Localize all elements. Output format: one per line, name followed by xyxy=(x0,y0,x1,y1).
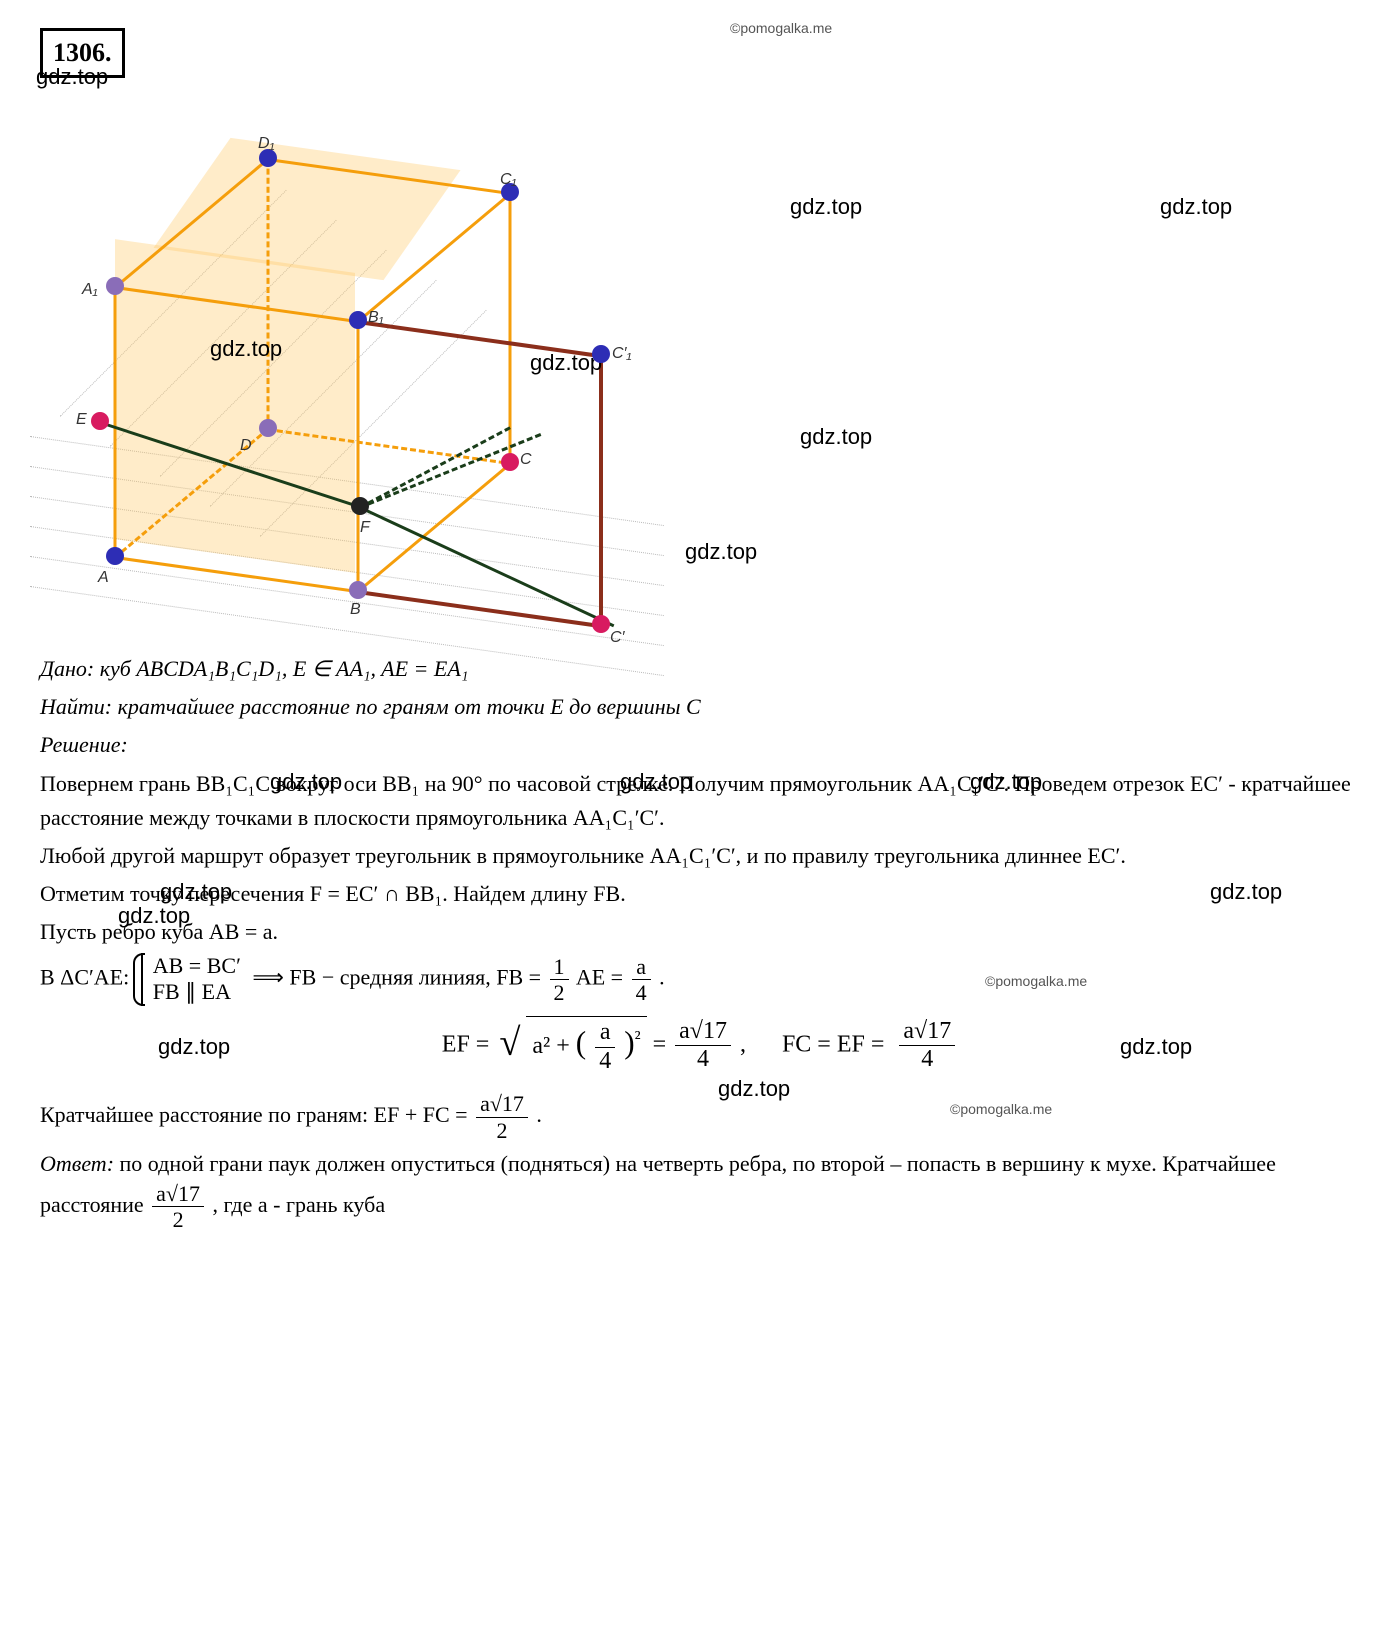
frac-den: 2 xyxy=(152,1207,204,1232)
frac-num: a√17 xyxy=(476,1091,528,1117)
exponent: ² xyxy=(635,1027,641,1049)
brace-system: AB = BC′ FB ∥ EA xyxy=(141,953,241,1006)
label-F: F xyxy=(360,516,370,541)
frac-a4: a 4 xyxy=(632,954,651,1006)
watermark-gdz: gdz.top xyxy=(1160,190,1232,224)
watermark-gdz: gdz.top xyxy=(210,332,282,366)
frac-den: 2 xyxy=(550,980,569,1005)
label-Cp: C′ xyxy=(610,626,625,651)
frac-den: 4 xyxy=(675,1046,731,1074)
answer-line: Ответ: по одной грани паук должен опусти… xyxy=(40,1147,1360,1233)
solution-p1: Повернем грань BB₁C₁C вокруг оси BB₁ на … xyxy=(40,767,1360,835)
label-B1: B₁ xyxy=(368,306,384,331)
watermark-pomogalka: ©pomogalka.me xyxy=(950,1099,1052,1121)
period: . xyxy=(536,1102,542,1127)
watermark-gdz: gdz.top xyxy=(790,190,862,224)
frac-num: a√17 xyxy=(675,1018,731,1047)
solution-text: Дано: куб ABCDA₁B₁C₁D₁, E ∈ AA₁, AE = EA… xyxy=(40,652,1360,1232)
frac-den: 2 xyxy=(476,1118,528,1143)
frac-num: a√17 xyxy=(899,1018,955,1047)
frac-ef-result: a√17 4 xyxy=(675,1018,731,1074)
frac-num: a√17 xyxy=(152,1181,204,1207)
frac-shortest: a√17 2 xyxy=(476,1091,528,1143)
watermark-gdz: gdz.top xyxy=(800,420,872,454)
solution-p2: Любой другой маршрут образует треугольни… xyxy=(40,839,1360,873)
label-D: D xyxy=(240,434,252,459)
watermark-gdz: gdz.top xyxy=(1120,1030,1192,1064)
watermark-gdz: gdz.top xyxy=(970,765,1042,799)
label-B: B xyxy=(350,598,361,623)
brace-row-2: FB ∥ EA xyxy=(153,979,241,1005)
shortest-line: Кратчайшее расстояние по граням: EF + FC… xyxy=(40,1091,1360,1143)
shortest-prefix: Кратчайшее расстояние по граням: EF + FC… xyxy=(40,1102,473,1127)
problem-number: 1306. xyxy=(40,28,125,78)
frac-den: 4 xyxy=(595,1048,615,1076)
frac-num: a xyxy=(632,954,651,980)
label-D1: D₁ xyxy=(258,132,275,157)
frac-fc-result: a√17 4 xyxy=(899,1018,955,1074)
vertex-F xyxy=(351,497,369,515)
after-half: AE = xyxy=(576,964,629,989)
cube-figure: A B C D A₁ B₁ C₁ D₁ E F C′₁ C′ gdz.top g… xyxy=(40,86,660,646)
vertex-C1p xyxy=(592,345,610,363)
watermark-gdz: gdz.top xyxy=(158,1030,230,1064)
watermark-gdz: gdz.top xyxy=(118,899,190,933)
vertex-E xyxy=(91,412,109,430)
frac-num: 1 xyxy=(550,954,569,980)
label-A1: A₁ xyxy=(82,278,98,303)
label-C: C xyxy=(520,448,532,473)
frac-den: 4 xyxy=(632,980,651,1005)
watermark-gdz: gdz.top xyxy=(1210,875,1282,909)
sqrt-left: a² + xyxy=(532,1033,575,1059)
given-line: Дано: куб ABCDA₁B₁C₁D₁, E ∈ AA₁, AE = EA… xyxy=(40,652,1360,686)
main-equation: gdz.top EF = √ a² + ( a 4 )² = a√17 4 , … xyxy=(40,1016,1360,1076)
label-A: A xyxy=(98,566,109,591)
watermark-pomogalka: ©pomogalka.me xyxy=(985,971,1087,993)
eq-ef-label: EF = xyxy=(442,1031,496,1057)
solution-p4: Пусть ребро куба AB = a. xyxy=(40,915,1360,949)
label-C1p: C′₁ xyxy=(612,342,632,367)
triangle-line: В ΔC′AE: AB = BC′ FB ∥ EA ⟹ FB − средняя… xyxy=(40,953,1360,1006)
period: . xyxy=(659,964,665,989)
vertex-Cp xyxy=(592,615,610,633)
vertex-A xyxy=(106,547,124,565)
answer-text-2: , где a - грань куба xyxy=(212,1192,385,1217)
vertex-D xyxy=(259,419,277,437)
answer-label: Ответ: xyxy=(40,1151,114,1176)
comma-sep: , FC = EF = xyxy=(740,1031,890,1057)
solution-p3: Отметим точку пересечения F = EC′ ∩ BB₁.… xyxy=(40,877,1360,911)
frac-half: 1 2 xyxy=(550,954,569,1006)
vertex-A1 xyxy=(106,277,124,295)
watermark-gdz: gdz.top xyxy=(620,765,692,799)
watermark-gdz: gdz.top xyxy=(270,765,342,799)
frac-inner: a 4 xyxy=(595,1019,615,1075)
solution-label: Решение: xyxy=(40,728,1360,762)
sqrt-sign-icon: √ xyxy=(499,1014,520,1074)
frac-answer: a√17 2 xyxy=(152,1181,204,1233)
find-line: Найти: кратчайшее расстояние по граням о… xyxy=(40,690,1360,724)
frac-num: a xyxy=(595,1019,615,1048)
sqrt-expression: √ a² + ( a 4 )² xyxy=(495,1016,646,1076)
triangle-prefix: В ΔC′AE: xyxy=(40,964,135,989)
watermark-gdz: gdz.top xyxy=(685,535,757,569)
brace-row-1: AB = BC′ xyxy=(153,953,241,979)
vertex-C xyxy=(501,453,519,471)
label-E: E xyxy=(76,408,87,433)
label-C1: C₁ xyxy=(500,168,517,193)
vertex-B1 xyxy=(349,311,367,329)
implies-text: ⟹ FB − средняя линияя, FB = xyxy=(252,964,546,989)
frac-den: 4 xyxy=(899,1046,955,1074)
vertex-B xyxy=(349,581,367,599)
